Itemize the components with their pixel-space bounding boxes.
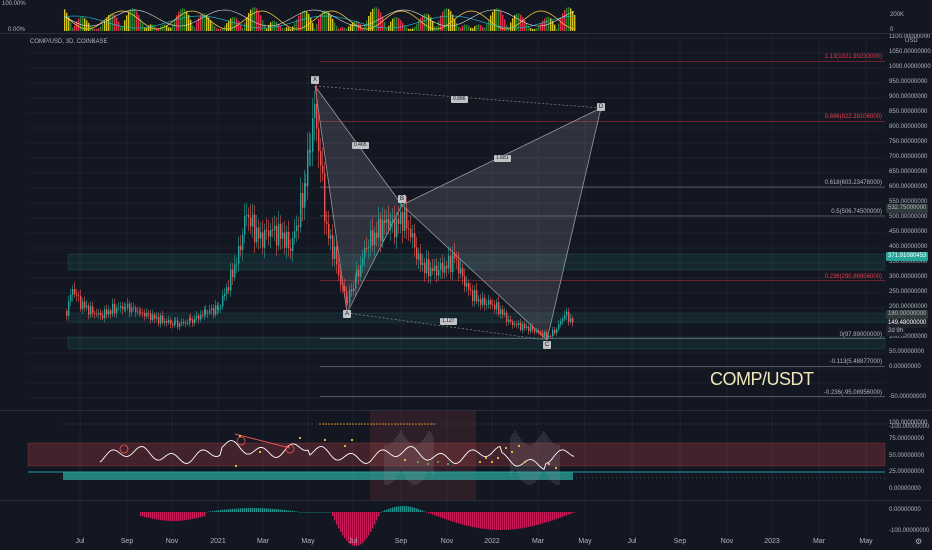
price-axis-tick: 500.00000000 [889, 214, 928, 220]
pattern-point-x[interactable]: X [311, 76, 319, 84]
time-axis-tick: May [859, 538, 873, 545]
time-axis-tick: Nov [440, 538, 454, 545]
price-axis-tick: 750.00000000 [889, 139, 928, 145]
price-badge: 371.91080453 [886, 252, 929, 262]
macd-axis-tick: -100.00000000 [889, 528, 930, 534]
time-axis-tick: Nov [720, 538, 734, 545]
fib-level-label: 0.5(506.74500000) [831, 208, 882, 215]
price-badge: 532.75000000 [886, 204, 929, 214]
candlestick-series [66, 80, 574, 340]
price-axis-tick: 200.00000000 [889, 304, 928, 310]
oscillator-axis-tick: 100.00000000 [889, 420, 928, 426]
time-axis-tick: Nov [165, 538, 179, 545]
pattern-point-d[interactable]: D [597, 103, 605, 111]
price-axis-tick: 350.00000000 [889, 259, 928, 265]
price-axis-tick: 0.00000000 [889, 364, 921, 370]
top-indicator-panel [28, 4, 878, 32]
time-axis-tick: May [301, 538, 315, 545]
watermark-symbol: COMP/USDT [710, 369, 814, 389]
time-axis-tick: Jul [75, 538, 85, 545]
price-axis-tick: 550.00000000 [889, 199, 928, 205]
panel-divider-osc [0, 410, 932, 411]
price-axis-tick: 400.00000000 [889, 244, 928, 250]
fib-level-label: 0.236(290.86956000) [824, 273, 882, 280]
time-axis-tick: Sep [673, 538, 687, 545]
price-axis-tick: 50.00000000 [889, 349, 925, 355]
oscillator-axis-tick: 50.00000000 [889, 453, 925, 459]
price-badge: 2d 9h [886, 327, 906, 337]
price-axis-tick: 950.00000000 [889, 79, 928, 85]
price-axis-tick: 900.00000000 [889, 94, 928, 100]
price-axis-tick: 250.00000000 [889, 289, 928, 295]
pattern-ratio-label: 1.681 [494, 155, 511, 162]
support-zone-upper [67, 312, 886, 323]
top-panel-volume-bottom: 0 [890, 27, 894, 33]
pattern-point-c[interactable]: C [543, 341, 551, 349]
price-axis-tick: 1000.00000000 [889, 64, 931, 70]
panel-divider-top [0, 33, 932, 34]
time-axis-tick: May [578, 538, 592, 545]
time-axis-tick: Mar [812, 538, 826, 545]
resistance-zone [67, 253, 886, 271]
top-panel-volume-top: 200K [890, 12, 905, 18]
price-axis-tick: 1100.00000000 [889, 34, 931, 40]
rsi-oscillator-panel [27, 411, 886, 500]
macd-histogram-panel [140, 506, 576, 546]
time-axis-tick: 2021 [210, 538, 226, 545]
time-axis-tick: Sep [120, 538, 134, 545]
price-axis-tick: 450.00000000 [889, 229, 928, 235]
fib-level-label: 0.886(822.38106000) [824, 114, 882, 121]
support-zone-lower [67, 336, 886, 350]
price-axis-tick: 850.00000000 [889, 109, 928, 115]
fib-level-label: 0(97.89000000) [839, 331, 882, 338]
fib-level-label: -0.113(5.48877000) [829, 359, 882, 366]
price-axis-tick: 300.00000000 [889, 274, 928, 280]
panel-divider-macd [0, 500, 932, 501]
price-axis-tick: 1050.00000000 [889, 49, 931, 55]
settings-icon[interactable]: ⚙ [915, 537, 923, 546]
time-axis-tick: Mar [256, 538, 270, 545]
fib-extension-lines [320, 61, 885, 397]
pattern-ratio-label: 1.127 [440, 318, 457, 325]
price-axis-tick: 700.00000000 [889, 154, 928, 160]
top-panel-label-bottom: 0.00% [8, 27, 26, 33]
harmonic-pattern[interactable] [314, 85, 602, 341]
pattern-ratio-label: 0.886 [451, 96, 468, 103]
price-axis-tick: 650.00000000 [889, 169, 928, 175]
price-axis-tick: 800.00000000 [889, 124, 928, 130]
fib-level-label: 1.13(1021.90230000) [824, 54, 882, 61]
time-axis-tick: Mar [531, 538, 545, 545]
symbol-title[interactable]: COMP/USD, 3D, COINBASE [30, 39, 108, 45]
price-axis-tick: 600.00000000 [889, 184, 928, 190]
price-badge: 180.00000000 [886, 310, 929, 319]
fib-level-label: -0.236(-95.08956000) [823, 389, 882, 396]
fib-level-label: 0.618(603.23478000) [824, 180, 882, 187]
top-panel-label-top: 100.00% [2, 1, 26, 7]
price-axis-tick: 100.00000000 [889, 334, 928, 340]
oscillator-axis-tick: 75.00000000 [889, 436, 925, 442]
currency-label: USD [905, 38, 918, 44]
oscillator-axis-tick: 25.00000000 [889, 469, 925, 475]
chart-grid [28, 35, 885, 536]
oscillator-axis-tick: 0.00000000 [889, 486, 921, 492]
time-axis-tick: 2023 [764, 538, 780, 545]
time-axis-tick: Sep [394, 538, 408, 545]
time-axis-tick: Jul [627, 538, 637, 545]
pattern-point-b[interactable]: B [398, 195, 406, 203]
macd-axis-tick: 0.00000000 [889, 507, 921, 513]
price-axis-tick: -50.00000000 [889, 394, 927, 400]
price-axis-tick: -100.00000000 [889, 424, 930, 430]
price-badge: 149.48000000 [886, 319, 929, 329]
pattern-ratio-label: 0.465 [352, 142, 369, 149]
pattern-point-a[interactable]: A [343, 310, 351, 318]
time-axis-tick: 2022 [484, 538, 500, 545]
time-axis-tick: Jul [348, 538, 358, 545]
